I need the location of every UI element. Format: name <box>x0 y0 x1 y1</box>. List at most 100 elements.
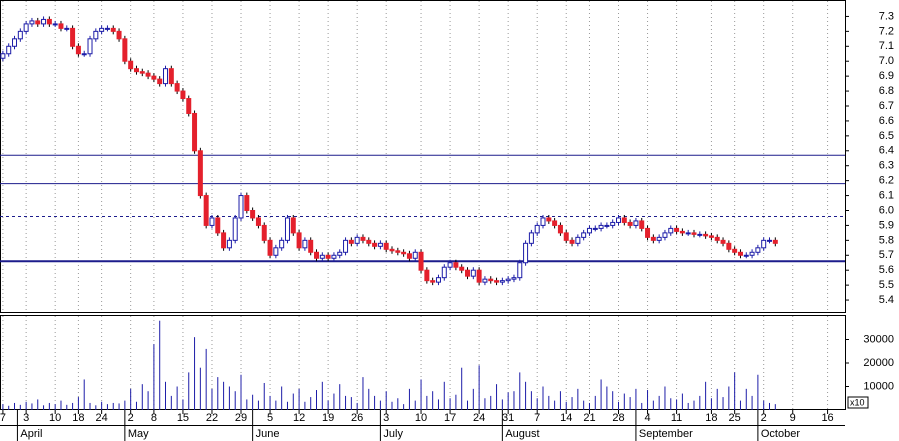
month-label: September <box>639 428 693 440</box>
y-tick-label: 7.3 <box>879 10 894 22</box>
candle-body <box>703 233 709 237</box>
y-tick-label: 5.6 <box>879 264 894 276</box>
candle-body <box>674 227 680 232</box>
x-tick-label: 10 <box>415 412 427 424</box>
y-tick-label: 5.9 <box>879 219 894 231</box>
candle-body <box>737 251 743 256</box>
candle-body <box>93 30 99 40</box>
candle-body <box>476 269 482 283</box>
candle-body <box>755 247 761 253</box>
x-tick-label: 22 <box>206 412 218 424</box>
y-tick-label: 6.6 <box>879 115 894 127</box>
candle-body <box>424 269 430 282</box>
candle-body <box>511 277 517 280</box>
candle-body <box>743 254 749 257</box>
candle-body <box>406 253 412 259</box>
candle-body <box>726 242 732 250</box>
candle-body <box>192 112 198 152</box>
candle-body <box>650 236 656 241</box>
candle-body <box>656 236 662 241</box>
candle-body <box>284 217 290 241</box>
candle-body <box>430 280 436 283</box>
candle-body <box>494 280 500 283</box>
candle-body <box>412 251 418 259</box>
y-tick-label: 7.1 <box>879 40 894 52</box>
candle-body <box>447 262 453 268</box>
candle-body <box>64 27 70 30</box>
month-label: August <box>505 428 539 440</box>
candle-body <box>226 239 232 249</box>
candle-body <box>122 38 128 62</box>
candle-body <box>110 27 116 32</box>
candle-body <box>563 232 569 241</box>
candle-body <box>99 27 105 32</box>
candle-body <box>668 227 674 234</box>
candle-body <box>598 224 604 229</box>
candle-body <box>17 30 23 40</box>
candle-body <box>6 45 12 55</box>
candle-body <box>209 217 215 226</box>
candle-body <box>499 280 505 283</box>
y-tick-label: 6.3 <box>879 160 894 172</box>
candle-body <box>679 230 685 234</box>
month-label: April <box>20 428 42 440</box>
y2-tick-label: 30000 <box>863 333 894 345</box>
candle-body <box>46 18 52 25</box>
month-label: June <box>256 428 280 440</box>
candle-body <box>186 98 192 114</box>
candle-body <box>58 23 64 29</box>
month-label: May <box>128 428 149 440</box>
candle-body <box>685 232 691 235</box>
y-tick-label: 6.7 <box>879 100 894 112</box>
candle-body <box>255 217 261 226</box>
candle-body <box>528 232 534 244</box>
candle-body <box>523 242 529 264</box>
y-tick-label: 6.1 <box>879 189 894 201</box>
candle-body <box>354 236 360 244</box>
x-tick-label: 2 <box>128 412 134 424</box>
candle-body <box>581 232 587 238</box>
x-tick-label: 12 <box>293 412 305 424</box>
candle-body <box>319 254 325 259</box>
candle-body <box>151 75 157 80</box>
candle-body <box>29 20 35 25</box>
candle-body <box>75 45 81 55</box>
candle-body <box>267 239 273 256</box>
x-tick-label: 10 <box>49 412 61 424</box>
candle-body <box>168 68 174 85</box>
candle-body <box>157 78 163 85</box>
candle-body <box>761 239 767 249</box>
candle-body <box>261 224 267 241</box>
x-tick-label: 9 <box>790 412 796 424</box>
candle-body <box>389 248 395 252</box>
x-tick-label: 5 <box>267 412 273 424</box>
candle-body <box>116 30 122 40</box>
candle-body <box>697 233 703 236</box>
candle-body <box>691 232 697 235</box>
y2-tick-label: 10000 <box>863 380 894 392</box>
x-tick-label: 31 <box>502 412 514 424</box>
candle-body <box>383 242 389 250</box>
candle-body <box>395 250 401 253</box>
y-tick-label: 5.7 <box>879 249 894 261</box>
candle-body <box>534 224 540 234</box>
y-tick-label: 6.8 <box>879 85 894 97</box>
y-tick-label: 5.4 <box>879 294 894 306</box>
candle-body <box>215 217 221 234</box>
y2-unit-label: x10 <box>850 397 865 407</box>
candle-body <box>540 217 546 226</box>
candle-body <box>343 239 349 253</box>
candle-body <box>232 217 238 241</box>
x-tick-label: 4 <box>644 412 650 424</box>
candle-body <box>610 221 616 226</box>
candle-body <box>586 227 592 234</box>
x-tick-label: 26 <box>351 412 363 424</box>
candle-body <box>12 38 18 47</box>
candle-body <box>418 251 424 271</box>
x-tick-label: 24 <box>473 412 485 424</box>
candle-body <box>133 68 139 73</box>
y-tick-label: 7.0 <box>879 55 894 67</box>
x-tick-label: 2 <box>761 412 767 424</box>
